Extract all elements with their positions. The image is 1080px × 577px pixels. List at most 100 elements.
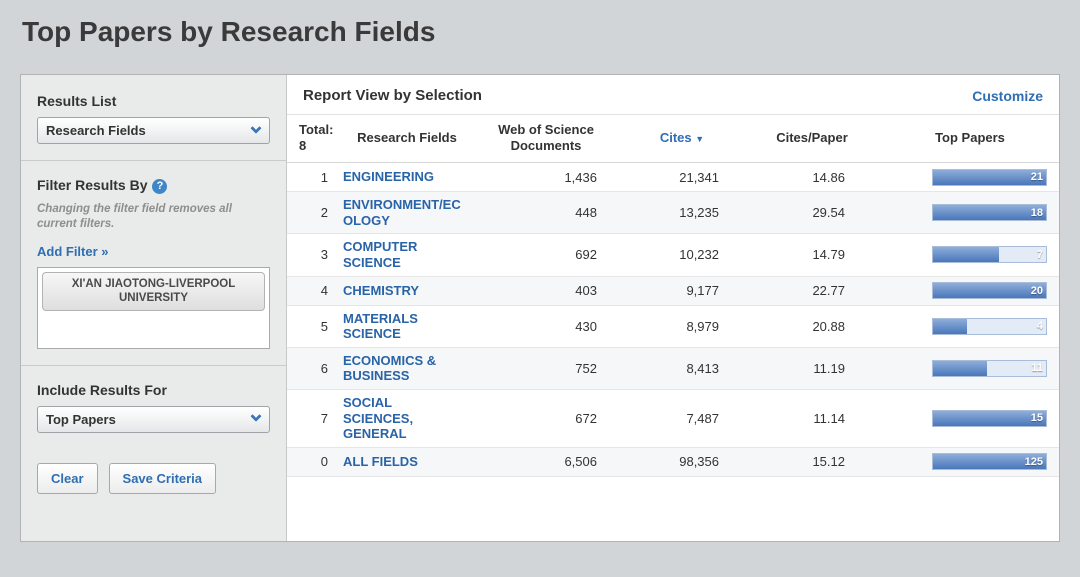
top-papers-count: 125 <box>1024 455 1043 468</box>
help-icon[interactable]: ? <box>152 178 168 194</box>
top-papers-bar-fill <box>933 283 1046 299</box>
customize-link[interactable]: Customize <box>972 87 1043 104</box>
docs-value: 1,436 <box>564 169 597 185</box>
filter-results-label: Filter Results By? <box>37 177 270 194</box>
top-papers-bar-fill <box>933 247 999 263</box>
field-link[interactable]: ECONOMICS & BUSINESS <box>343 352 437 384</box>
row-rank: 0 <box>320 454 328 470</box>
cites-value: 7,487 <box>686 410 719 426</box>
col-header-cites[interactable]: Cites ▼ <box>621 130 743 146</box>
cites-value: 9,177 <box>686 283 719 299</box>
col-header-cites-per-paper: Cites/Paper <box>776 129 848 145</box>
cites-header-label: Cites <box>659 129 692 145</box>
col-header-wos-documents: Web of Science Documents <box>498 122 594 153</box>
table-row: 3 COMPUTER SCIENCE 692 10,232 14.79 7 <box>287 234 1059 277</box>
top-papers-bar: 21 <box>932 168 1047 186</box>
field-link[interactable]: MATERIALS SCIENCE <box>343 310 418 342</box>
top-papers-bar-fill <box>933 169 1046 185</box>
add-filter-link[interactable]: Add Filter » <box>37 243 109 259</box>
top-papers-bar-fill <box>933 318 967 334</box>
results-list-value: Research Fields <box>46 123 146 138</box>
sort-desc-icon: ▼ <box>695 133 705 144</box>
row-rank: 6 <box>320 360 328 376</box>
results-list-label: Results List <box>37 93 117 109</box>
report-title: Report View by Selection <box>303 87 482 104</box>
table-row: 0 ALL FIELDS 6,506 98,356 15.12 125 <box>287 447 1059 477</box>
cites-per-paper-value: 11.14 <box>813 410 845 426</box>
top-papers-bar: 4 <box>932 317 1047 335</box>
table-row: 6 ECONOMICS & BUSINESS 752 8,413 11.19 1… <box>287 347 1059 390</box>
sidebar-divider <box>21 160 286 161</box>
field-link[interactable]: ALL FIELDS <box>343 453 418 469</box>
table-row: 5 MATERIALS SCIENCE 430 8,979 20.88 4 <box>287 306 1059 348</box>
chevron-down-icon <box>250 410 262 422</box>
top-papers-bar: 11 <box>932 359 1047 377</box>
table-row: 1 ENGINEERING 1,436 21,341 14.86 21 <box>287 163 1059 193</box>
docs-value: 448 <box>575 205 597 221</box>
row-rank: 1 <box>320 169 328 185</box>
cites-per-paper-value: 29.54 <box>812 205 845 221</box>
top-papers-bar-fill <box>933 205 1046 221</box>
filter-results-title: Filter Results By <box>37 177 148 193</box>
include-results-value: Top Papers <box>46 411 116 427</box>
results-list-dropdown[interactable]: Research Fields <box>37 117 270 144</box>
clear-button[interactable]: Clear <box>37 462 98 494</box>
cites-value: 13,235 <box>679 205 719 221</box>
cites-value: 8,979 <box>686 318 719 334</box>
save-criteria-button[interactable]: Save Criteria <box>108 462 217 494</box>
top-papers-bar: 15 <box>932 409 1047 427</box>
report-panel: Report View by Selection Customize Total… <box>287 75 1059 541</box>
cites-value: 8,413 <box>686 360 719 376</box>
field-link[interactable]: ENVIRONMENT/ECOLOGY <box>343 197 461 228</box>
col-header-top-papers: Top Papers <box>935 129 1005 145</box>
row-rank: 4 <box>320 283 328 299</box>
sidebar-divider <box>21 364 286 366</box>
top-papers-count: 7 <box>1036 248 1043 261</box>
total-count: Total: 8 <box>287 122 343 153</box>
top-papers-bar: 7 <box>932 246 1047 264</box>
top-papers-count: 18 <box>1030 206 1043 219</box>
total-label: Total: <box>299 122 334 137</box>
top-papers-count: 15 <box>1030 412 1043 425</box>
sidebar-buttons: Clear Save Criteria <box>37 462 270 494</box>
top-papers-bar: 125 <box>932 453 1047 471</box>
field-link[interactable]: COMPUTER SCIENCE <box>343 239 418 270</box>
top-papers-bar-fill <box>933 454 1046 470</box>
row-rank: 7 <box>320 410 328 426</box>
field-link[interactable]: CHEMISTRY <box>343 282 420 298</box>
include-results-dropdown[interactable]: Top Papers <box>37 405 270 433</box>
filter-list-box: XI'AN JIAOTONG-LIVERPOOL UNIVERSITY <box>37 266 270 349</box>
table-row: 7 SOCIAL SCIENCES, GENERAL 672 7,487 11.… <box>287 390 1059 448</box>
sidebar: Results List Research Fields Filter Resu… <box>21 75 287 541</box>
cites-value: 21,341 <box>679 169 719 185</box>
top-papers-count: 21 <box>1030 171 1043 184</box>
docs-value: 6,506 <box>564 454 597 470</box>
top-papers-bar: 20 <box>932 282 1047 300</box>
main-panel: Results List Research Fields Filter Resu… <box>20 74 1060 542</box>
cites-per-paper-value: 20.88 <box>812 318 845 334</box>
cites-per-paper-value: 15.12 <box>812 454 845 470</box>
filter-note: Changing the filter field removes all cu… <box>37 202 232 231</box>
top-papers-bar: 18 <box>932 204 1047 222</box>
cites-per-paper-value: 14.86 <box>812 169 845 185</box>
include-results-label: Include Results For <box>37 381 167 398</box>
cites-per-paper-value: 14.79 <box>812 247 845 263</box>
top-papers-count: 4 <box>1036 320 1043 333</box>
table-header-row: Total: 8 Research Fields Web of Science … <box>287 115 1059 164</box>
field-link[interactable]: ENGINEERING <box>343 169 435 185</box>
top-papers-count: 11 <box>1031 362 1043 375</box>
row-rank: 3 <box>320 247 328 263</box>
top-papers-bar-fill <box>933 360 988 376</box>
row-rank: 5 <box>320 318 328 334</box>
cites-value: 98,356 <box>679 454 719 470</box>
docs-value: 430 <box>575 318 597 334</box>
docs-value: 403 <box>575 283 597 299</box>
table-row: 2 ENVIRONMENT/ECOLOGY 448 13,235 29.54 1… <box>287 192 1059 235</box>
page-title: Top Papers by Research Fields <box>22 16 436 47</box>
report-header: Report View by Selection Customize <box>287 75 1059 115</box>
cites-value: 10,232 <box>679 247 719 263</box>
field-link[interactable]: SOCIAL SCIENCES, GENERAL <box>343 394 414 442</box>
selected-filter-chip[interactable]: XI'AN JIAOTONG-LIVERPOOL UNIVERSITY <box>42 271 265 312</box>
docs-value: 672 <box>575 410 597 426</box>
docs-value: 752 <box>575 360 597 376</box>
